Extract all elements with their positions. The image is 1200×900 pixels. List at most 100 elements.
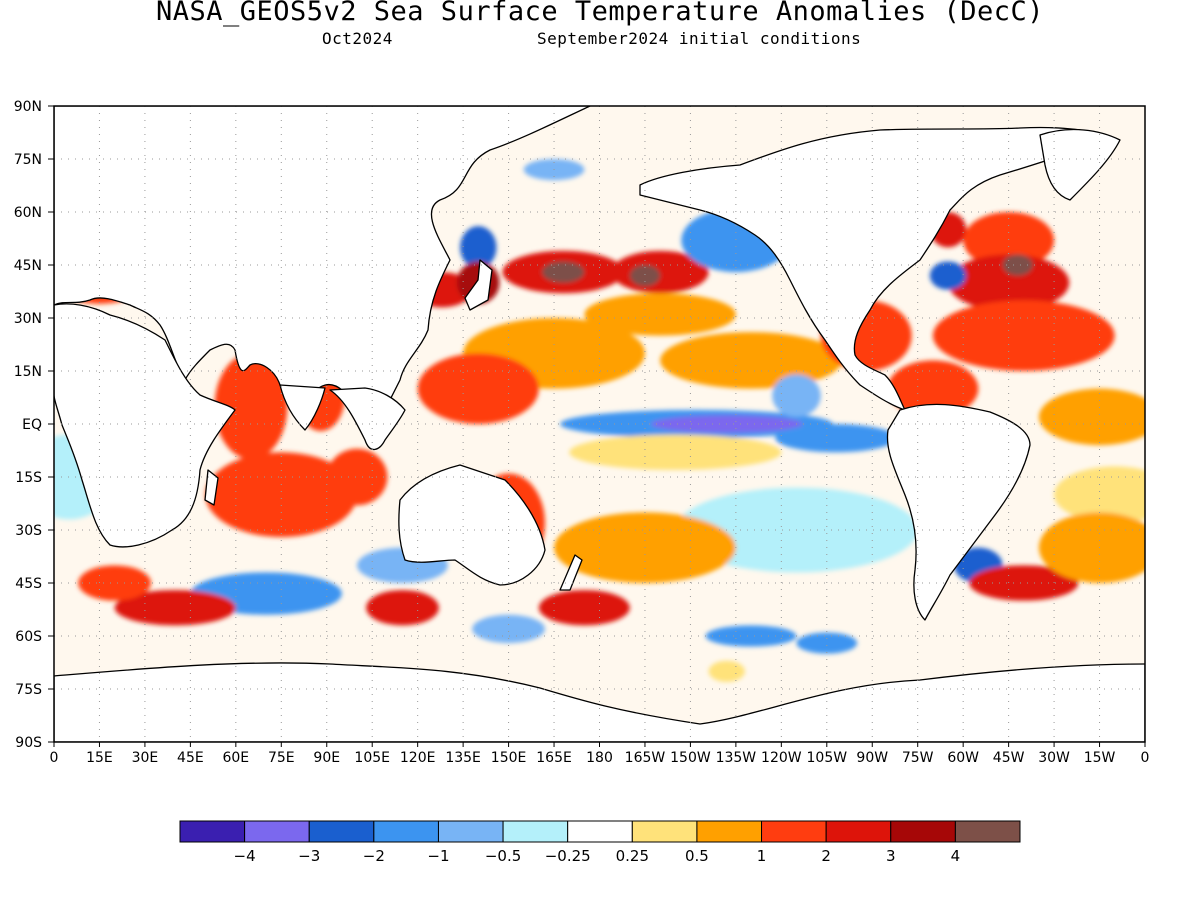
anomaly-region-42 (929, 261, 967, 290)
colorbar-tick-label: 2 (821, 847, 831, 865)
lon-tick-label: 150E (491, 750, 527, 766)
lon-tick-label: 135W (716, 750, 757, 766)
lat-tick-label: 30N (14, 311, 42, 327)
longitude-axis: 0 15E 30E 45E 60E 75E 90E 105E 120E 135E 150E 165E 1… (50, 742, 1150, 766)
colorbar-swatch (567, 820, 633, 843)
anomaly-region-32 (705, 625, 797, 647)
anomaly-region-10 (629, 265, 661, 287)
anomaly-region-39 (963, 212, 1055, 269)
anomaly-region-14 (417, 353, 539, 424)
anomaly-region-23 (214, 353, 288, 460)
lon-tick-label: 135E (445, 750, 481, 766)
colorbar-tick-label: 0.25 (616, 847, 649, 865)
colorbar (179, 820, 1021, 843)
lon-tick-label: 15W (1084, 750, 1116, 766)
lon-tick-label: 150W (670, 750, 711, 766)
land-south-america (886, 403, 1031, 621)
land-india (279, 384, 326, 431)
lon-tick-label: 15E (86, 750, 113, 766)
anomaly-region-34 (708, 660, 745, 682)
lat-tick-label: 90N (14, 99, 42, 115)
lat-tick-label: 75S (15, 682, 42, 698)
lon-tick-label: 75E (268, 750, 295, 766)
lat-tick-label: 30S (15, 523, 42, 539)
anomaly-region-8 (541, 261, 585, 283)
latitude-axis: 90N 75N 60N 45N 30N 15N EQ 15S 30S 45S 60S 75S 90S (14, 99, 54, 751)
lon-tick-label: 120W (761, 750, 802, 766)
anomaly-region-29 (114, 590, 236, 626)
anomaly-region-31 (538, 590, 630, 626)
colorbar-swatch (308, 820, 375, 843)
lon-tick-label: 165E (536, 750, 572, 766)
land-africa (54, 303, 236, 548)
colorbar-swatch (954, 820, 1021, 843)
lat-tick-label: 60N (14, 205, 42, 221)
colorbar-swatch (825, 820, 892, 843)
colorbar-tick-label: −1 (427, 847, 449, 865)
colorbar-swatch (502, 820, 569, 843)
lat-tick-label: EQ (22, 417, 42, 433)
lat-tick-label: 90S (15, 735, 42, 751)
lon-tick-label: 90E (313, 750, 340, 766)
lat-tick-label: 60S (15, 629, 42, 645)
land-new-zealand (559, 554, 583, 591)
land-greenland (1039, 128, 1121, 201)
anomaly-region-15 (660, 332, 842, 389)
forecast-month: Oct2024 (322, 29, 393, 48)
anomaly-region-41 (1002, 254, 1033, 276)
colorbar-labels: −4 −3 −2 −1 −0.5 −0.25 0.25 0.5 1 2 3 4 (234, 847, 961, 865)
land-se-asia (329, 387, 406, 451)
anomaly-region-26 (326, 448, 388, 506)
colorbar-tick-label: 3 (886, 847, 896, 865)
colorbar-swatch (631, 820, 698, 843)
map-title: NASA_GEOS5v2 Sea Surface Temperature Ano… (155, 0, 1045, 27)
lon-tick-label: 30W (1038, 750, 1070, 766)
anomaly-region-36 (969, 565, 1079, 601)
anomaly-region-51 (78, 565, 151, 601)
lon-tick-label: 60W (947, 750, 979, 766)
anomaly-region-44 (887, 360, 979, 417)
anomaly-region-50 (772, 374, 821, 417)
lon-tick-label: 60E (222, 750, 249, 766)
anomaly-region-46 (1054, 466, 1145, 523)
anomaly-region-43 (932, 300, 1115, 371)
land-north-america (639, 126, 1111, 411)
colorbar-tick-label: −0.5 (485, 847, 521, 865)
lon-tick-label: 0 (1141, 750, 1150, 766)
anomaly-region-40 (948, 254, 1070, 311)
colorbar-swatch (890, 820, 956, 843)
colorbar-tick-label: −0.25 (545, 847, 591, 865)
colorbar-tick-label: 1 (757, 847, 767, 865)
anomaly-region-33 (796, 632, 858, 654)
colorbar-tick-label: −2 (363, 847, 385, 865)
lat-tick-label: 15N (14, 364, 42, 380)
anomaly-region-30 (366, 590, 439, 626)
lon-tick-label: 75W (902, 750, 934, 766)
land-japan (464, 259, 493, 311)
anomaly-region-18 (775, 424, 897, 453)
initial-conditions: September2024 initial conditions (537, 29, 862, 48)
lat-tick-label: 45N (14, 258, 42, 274)
colorbar-swatch (373, 820, 439, 843)
lat-tick-label: 45S (15, 576, 42, 592)
lat-tick-label: 15S (15, 470, 42, 486)
lon-tick-label: 105W (807, 750, 848, 766)
anomaly-region-4 (460, 226, 497, 269)
lon-tick-label: 120E (400, 750, 436, 766)
grid-lines (54, 106, 1145, 742)
colorbar-swatch (761, 820, 827, 843)
colorbar-tick-label: −3 (298, 847, 320, 865)
lon-tick-label: 165W (625, 750, 666, 766)
colorbar-tick-label: 4 (951, 847, 961, 865)
colorbar-swatch (244, 820, 310, 843)
colorbar-tick-label: 0.5 (685, 847, 709, 865)
lon-tick-label: 180 (586, 750, 613, 766)
lat-tick-label: 75N (14, 152, 42, 168)
anomaly-region-11 (584, 293, 736, 336)
anomaly-region-52 (472, 614, 545, 644)
anomaly-region-45 (1038, 388, 1145, 446)
anomaly-region-25 (205, 452, 358, 538)
lon-tick-label: 45E (177, 750, 204, 766)
lon-tick-label: 105E (354, 750, 390, 766)
